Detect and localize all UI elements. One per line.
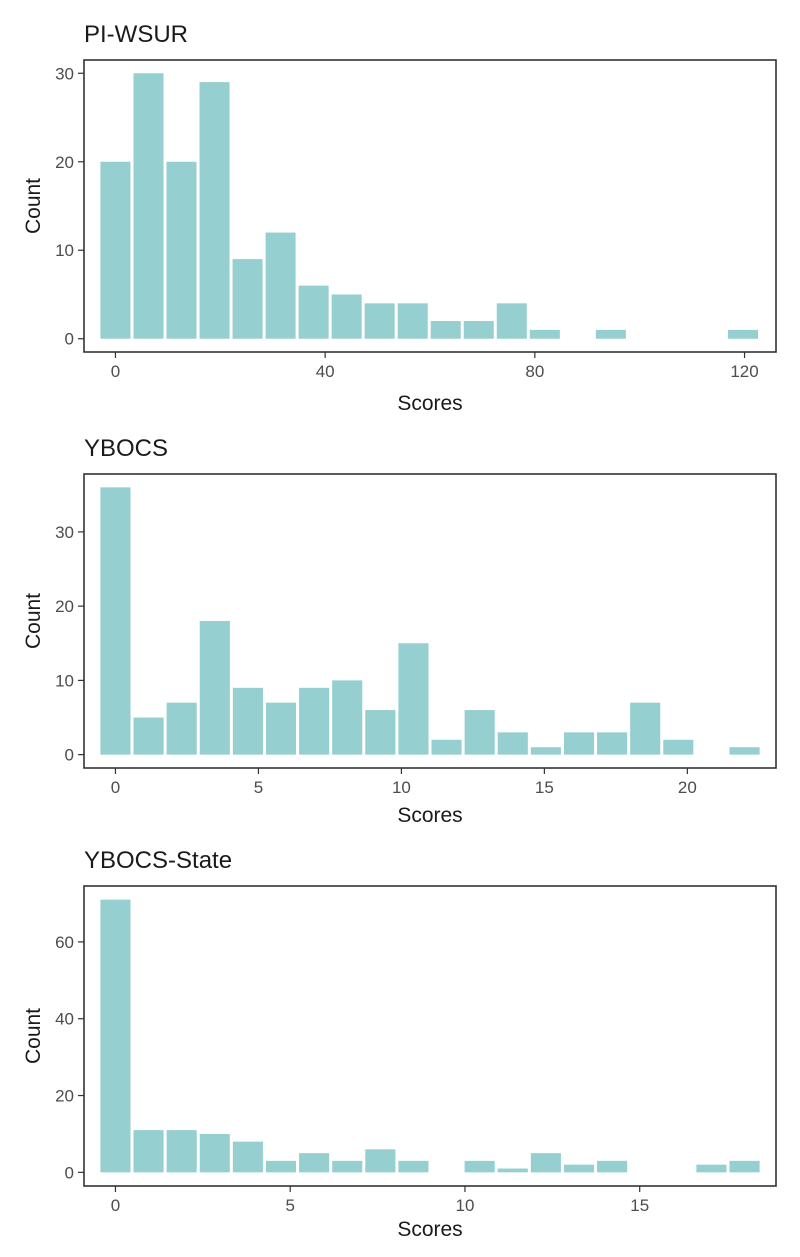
histogram-bar: [398, 643, 429, 755]
histogram-bar: [365, 1149, 396, 1173]
histogram-bar: [630, 702, 661, 755]
y-tick-label: 30: [55, 523, 74, 542]
histogram-bar: [529, 329, 560, 339]
histogram-bar: [727, 329, 758, 339]
histogram-bar: [431, 739, 462, 755]
x-tick-label: 0: [111, 778, 120, 797]
histogram-bar: [464, 710, 495, 755]
y-tick-label: 0: [65, 746, 74, 765]
histogram-bar: [232, 259, 263, 339]
histogram-bar: [364, 303, 395, 339]
x-tick-label: 120: [730, 362, 758, 381]
histogram-bar: [729, 1160, 760, 1173]
chart-pi-wsur: PI-WSUR 0 40 80 120 0 10 20 30 Scores Count: [22, 21, 777, 415]
histogram-bar: [331, 294, 362, 339]
histogram-bar: [597, 732, 628, 755]
histogram-bar: [497, 1168, 528, 1173]
histogram-bar: [166, 702, 197, 755]
y-axis-title: Count: [22, 178, 45, 234]
histogram-bar: [332, 1160, 363, 1173]
tick-group: 0 5 10 15 20 0 10 20 30: [55, 523, 697, 797]
y-tick-label: 30: [55, 64, 74, 83]
histogram-bar: [397, 303, 428, 339]
histogram-bar: [298, 285, 329, 339]
y-tick-label: 0: [65, 1163, 74, 1182]
y-axis-title: Count: [22, 1008, 45, 1064]
histogram-bar: [265, 1160, 297, 1173]
histogram-bar: [265, 702, 297, 755]
histogram-bar: [530, 747, 561, 755]
x-axis-title: Scores: [397, 1218, 462, 1241]
histogram-bar: [133, 717, 164, 755]
chart-ybocs-state: YBOCS-State 0 5 10 15 0 20 40 60 Scores Count: [22, 847, 777, 1241]
tick-group: 0 40 80 120 0 10 20 30: [55, 64, 759, 381]
x-tick-label: 0: [111, 362, 120, 381]
plot-panel: [83, 473, 777, 769]
histogram-bar: [133, 1130, 164, 1173]
tick-group: 0 5 10 15 0 20 40 60: [55, 933, 649, 1215]
histogram-bar: [430, 321, 461, 339]
x-tick-label: 0: [111, 1196, 120, 1215]
y-tick-label: 10: [55, 241, 74, 260]
histogram-bar: [299, 687, 330, 755]
histogram-bar: [232, 1141, 263, 1173]
histogram-bar: [563, 732, 595, 755]
chart-title: YBOCS: [84, 435, 168, 462]
histogram-bar: [100, 161, 131, 339]
histogram-bar: [398, 1160, 429, 1173]
y-tick-label: 20: [55, 597, 74, 616]
histogram-bar: [497, 732, 528, 755]
histogram-bar: [563, 1164, 595, 1173]
histogram-bar: [299, 1153, 330, 1173]
bar-group: [100, 73, 758, 339]
x-tick-label: 5: [254, 778, 263, 797]
histogram-bar: [597, 1160, 628, 1173]
histogram-bar: [530, 1153, 561, 1173]
y-axis-title: Count: [22, 593, 45, 649]
x-tick-label: 20: [678, 778, 697, 797]
chart-title: YBOCS-State: [84, 847, 232, 874]
x-tick-label: 10: [455, 1196, 474, 1215]
bar-group: [100, 899, 760, 1173]
bar-group: [100, 487, 760, 755]
y-tick-label: 20: [55, 153, 74, 172]
histogram-bar: [199, 1133, 230, 1173]
chart-title: PI-WSUR: [84, 21, 188, 48]
histogram-bar: [265, 232, 296, 339]
histogram-bar: [464, 1160, 495, 1173]
histogram-bar: [100, 487, 131, 755]
histogram-bar: [663, 739, 694, 755]
x-tick-label: 15: [535, 778, 554, 797]
histogram-bar: [365, 710, 396, 755]
plot-panel: [83, 59, 777, 353]
histogram-bar: [332, 680, 363, 755]
histogram-bar: [496, 303, 527, 339]
histogram-bar: [100, 899, 131, 1173]
histogram-bar: [729, 747, 760, 755]
y-tick-label: 40: [55, 1010, 74, 1029]
y-tick-label: 60: [55, 933, 74, 952]
x-axis-title: Scores: [397, 804, 462, 827]
histogram-bar: [166, 1130, 197, 1173]
x-tick-label: 40: [316, 362, 335, 381]
y-tick-label: 0: [65, 330, 74, 349]
x-tick-label: 5: [285, 1196, 294, 1215]
histogram-bar: [166, 161, 197, 339]
histogram-bar: [696, 1164, 727, 1173]
x-tick-label: 10: [392, 778, 411, 797]
histogram-bar: [595, 329, 626, 339]
histogram-bar: [232, 687, 263, 755]
y-tick-label: 10: [55, 671, 74, 690]
x-axis-title: Scores: [397, 392, 462, 415]
histogram-bar: [463, 321, 494, 339]
plot-panel: [83, 885, 777, 1187]
histogram-bar: [133, 73, 164, 339]
x-tick-label: 15: [630, 1196, 649, 1215]
histogram-bar: [199, 82, 230, 339]
x-tick-label: 80: [525, 362, 544, 381]
chart-ybocs: YBOCS 0 5 10 15 20 0 10 20 30 Scores Count: [22, 435, 777, 827]
histogram-bar: [199, 621, 230, 755]
y-tick-label: 20: [55, 1087, 74, 1106]
